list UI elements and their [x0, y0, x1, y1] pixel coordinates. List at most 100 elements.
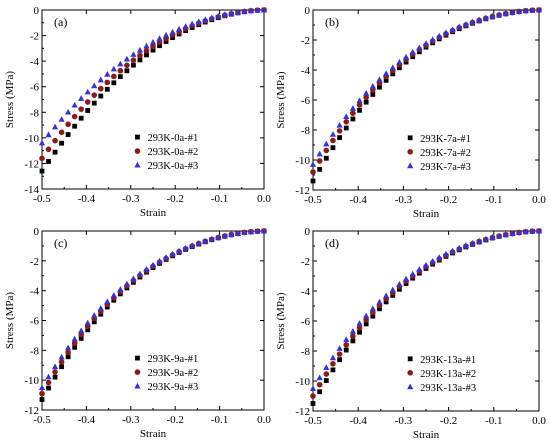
- x-tick-label: -0.2: [166, 193, 183, 205]
- data-point: [241, 8, 248, 14]
- data-point: [123, 55, 130, 62]
- x-tick-label: -0.5: [304, 415, 322, 427]
- data-point: [78, 95, 85, 101]
- legend-marker: [135, 134, 140, 140]
- series-3: [38, 227, 268, 391]
- x-tick-label: -0.4: [349, 194, 367, 206]
- y-tick-label: -12: [295, 185, 310, 197]
- data-point: [260, 6, 268, 13]
- data-point: [84, 319, 91, 326]
- data-point: [52, 137, 58, 144]
- data-point: [104, 86, 110, 92]
- y-tick-label: -6: [30, 82, 40, 94]
- y-axis-title: Stress (MPa): [275, 71, 287, 128]
- y-tick-label: -14: [24, 184, 39, 196]
- y-tick-label: -8: [301, 125, 311, 137]
- data-point: [45, 373, 52, 380]
- data-point: [65, 108, 72, 115]
- data-point: [137, 52, 143, 59]
- chart-panel-c: -0.5 -0.4 -0.3 -0.2 -0.1 0.0 0 -2 -4 -6 -8 -10 -12 St…: [4, 226, 271, 440]
- data-point: [130, 51, 137, 57]
- data-point: [376, 298, 383, 305]
- legend-marker: [407, 370, 413, 376]
- data-point: [123, 280, 130, 287]
- data-point: [254, 227, 261, 234]
- data-point: [111, 73, 117, 80]
- data-point: [496, 11, 503, 18]
- x-tick-label: -0.1: [485, 194, 502, 206]
- data-point: [72, 123, 78, 129]
- data-point: [316, 158, 323, 164]
- data-point: [176, 25, 183, 32]
- series-3: [309, 227, 543, 391]
- x-tick-label: -0.1: [211, 414, 228, 426]
- data-point: [329, 354, 337, 361]
- data-point: [91, 100, 97, 106]
- data-point: [363, 321, 369, 327]
- y-tick-label: -6: [301, 95, 311, 107]
- data-point: [59, 364, 64, 370]
- data-point: [442, 29, 450, 36]
- data-point: [330, 367, 336, 373]
- y-tick-label: 0: [34, 5, 40, 17]
- data-point: [51, 123, 59, 130]
- data-point: [409, 48, 416, 55]
- data-point: [215, 12, 222, 19]
- data-point: [535, 6, 543, 13]
- data-point: [330, 145, 336, 151]
- data-point: [316, 381, 323, 388]
- data-point: [176, 247, 183, 254]
- x-tick-label: 0.0: [532, 194, 546, 206]
- panel-label: (d): [325, 236, 339, 250]
- legend-marker: [407, 356, 413, 362]
- data-point: [45, 146, 52, 153]
- data-point: [58, 353, 65, 360]
- data-point: [522, 228, 529, 235]
- data-point: [502, 231, 509, 237]
- y-tick-label: -8: [30, 345, 40, 357]
- data-point: [336, 345, 343, 351]
- legend: 293K-0a-#1 293K-0a-#2 293K-0a-#3: [134, 133, 198, 172]
- data-point: [45, 131, 52, 138]
- data-point: [436, 254, 443, 260]
- data-point: [91, 82, 98, 89]
- data-point: [149, 38, 157, 45]
- data-point: [78, 115, 84, 121]
- x-tick-label: -0.2: [440, 194, 457, 206]
- data-point: [97, 305, 104, 311]
- data-point: [91, 92, 98, 98]
- data-point: [522, 7, 529, 14]
- data-point: [71, 101, 78, 108]
- data-point: [422, 261, 430, 268]
- data-point: [390, 71, 396, 77]
- data-point: [136, 46, 144, 53]
- x-tick-label: 0.0: [257, 193, 271, 205]
- y-tick-label: -2: [301, 256, 310, 268]
- data-point: [402, 53, 410, 60]
- legend-marker: [134, 382, 141, 389]
- data-point: [215, 234, 222, 240]
- data-point: [51, 363, 59, 370]
- data-point: [38, 384, 46, 391]
- data-point: [356, 97, 363, 104]
- data-point: [78, 327, 85, 334]
- data-point: [449, 26, 456, 33]
- data-point: [124, 62, 130, 69]
- data-point: [310, 401, 316, 406]
- chart-panel-d: -0.5 -0.4 -0.3 -0.2 -0.1 0.0 0 -2 -4 -6 -8 -10 -12 St…: [275, 226, 546, 441]
- data-point: [65, 354, 71, 360]
- data-point: [143, 47, 150, 54]
- data-point: [376, 76, 383, 83]
- y-tick-label: -4: [301, 286, 311, 298]
- data-point: [247, 7, 255, 14]
- data-point: [476, 237, 483, 244]
- data-point: [149, 261, 157, 268]
- data-point: [97, 85, 104, 92]
- data-point: [254, 6, 261, 13]
- data-point: [195, 18, 202, 25]
- legend-label: 293K-7a-#1: [420, 134, 471, 145]
- data-point: [336, 128, 343, 134]
- data-point: [162, 254, 170, 260]
- data-point: [104, 71, 111, 77]
